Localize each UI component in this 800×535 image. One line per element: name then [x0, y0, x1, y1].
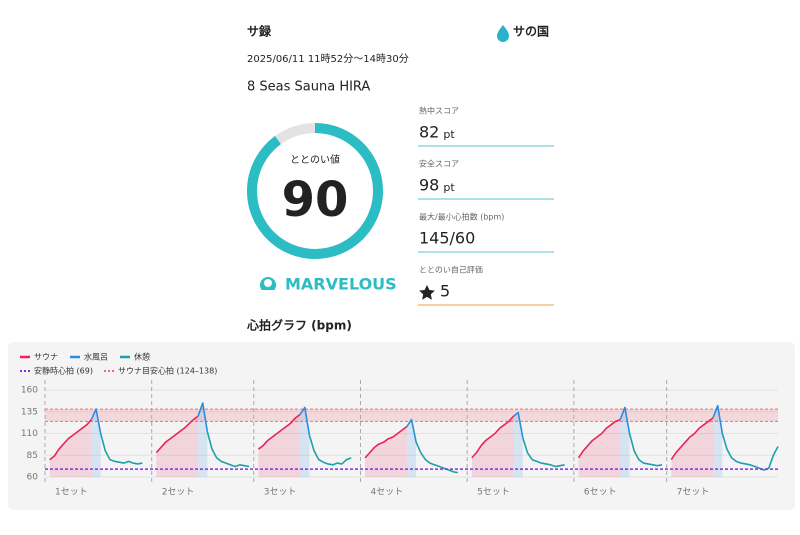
app-title: サ録 — [247, 24, 272, 39]
y-tick-label: 135 — [21, 407, 38, 417]
series-line — [670, 417, 714, 461]
y-tick-label: 160 — [21, 386, 38, 396]
stat-label: 熱中スコア — [419, 106, 459, 116]
series-line — [471, 415, 515, 459]
series-line — [628, 433, 663, 467]
series-line — [415, 441, 459, 474]
series-line — [299, 406, 311, 436]
graph-title: 心拍グラフ (bpm) — [246, 318, 352, 333]
series-area — [49, 419, 92, 477]
series-line — [721, 433, 779, 471]
chart-panel — [8, 342, 795, 510]
series-area — [156, 416, 199, 477]
legend-label: サウナ — [34, 353, 58, 362]
stat-label: ととのい自己評価 — [419, 265, 483, 275]
series-area — [258, 414, 301, 477]
series-line — [406, 418, 417, 443]
series-line — [99, 433, 143, 465]
series-line — [364, 425, 408, 459]
stat-unit: pt — [443, 128, 455, 141]
star-icon — [419, 285, 435, 300]
x-tick-label: 5セット — [477, 487, 510, 498]
logo-text: サの国 — [513, 25, 549, 39]
stat-value: 145/60 — [419, 229, 475, 248]
legend-label: 休憩 — [134, 352, 150, 362]
stats: 熱中スコア 82 pt 安全スコア 98 pt 最大/最小心拍数 (bpm) 145/60 とと… — [418, 106, 554, 306]
series-line — [90, 408, 102, 434]
series-line — [206, 431, 250, 468]
series-area — [91, 409, 101, 477]
series-area — [365, 426, 407, 477]
series-line — [513, 411, 524, 438]
stat-value: 5 — [440, 282, 450, 301]
legend-label: サウナ目安心拍 (124–138) — [118, 366, 217, 376]
series-line — [197, 402, 209, 432]
date: 2025/06/11 11時52分〜14時30分 — [247, 53, 409, 65]
series-line — [308, 435, 352, 466]
stat-value: 82 — [419, 123, 439, 142]
x-tick-label: 7セット — [677, 487, 710, 498]
stat-label: 最大/最小心拍数 (bpm) — [419, 212, 504, 222]
series-area — [471, 416, 514, 477]
series-line — [577, 418, 621, 459]
series-line — [619, 406, 631, 434]
y-tick-label: 85 — [27, 451, 38, 461]
stat-unit: pt — [443, 181, 455, 194]
series-line — [257, 413, 301, 450]
series-area — [578, 419, 621, 477]
series-line — [522, 437, 565, 468]
series-line — [155, 415, 199, 454]
rank-icon — [260, 277, 276, 293]
rank: MARVELOUS — [285, 275, 397, 294]
x-tick-label: 4セット — [370, 487, 403, 498]
score-value: 90 — [282, 172, 349, 228]
series-line — [712, 404, 724, 434]
y-tick-label: 110 — [21, 429, 38, 439]
series-line — [49, 419, 92, 461]
stat-label: 安全スコア — [419, 159, 459, 169]
x-tick-label: 6セット — [584, 487, 617, 498]
stat-value: 98 — [419, 176, 439, 195]
x-tick-label: 3セット — [264, 487, 297, 498]
x-tick-label: 2セット — [162, 487, 195, 498]
target-band — [45, 409, 778, 422]
y-tick-label: 60 — [27, 473, 39, 483]
logo-icon — [497, 25, 509, 42]
legend-label: 水風呂 — [84, 352, 108, 362]
facility: 8 Seas Sauna HIRA — [247, 80, 370, 95]
gauge-arc — [247, 123, 383, 259]
series-area — [671, 417, 714, 477]
legend-label: 安静時心拍 (69) — [34, 366, 93, 376]
x-tick-label: 1セット — [55, 487, 88, 498]
score-label: ととのい値 — [290, 153, 340, 166]
